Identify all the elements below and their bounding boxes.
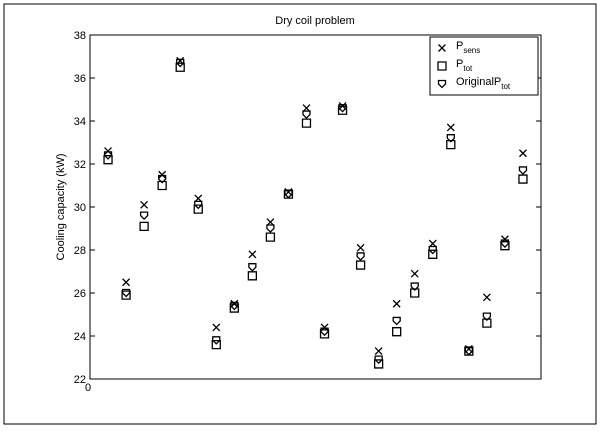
point-shield: [437, 79, 447, 89]
y-tick-label: 30: [74, 202, 86, 214]
point-square: [211, 339, 221, 350]
point-shield: [284, 189, 293, 199]
y-tick-label: 28: [74, 245, 86, 257]
legend-subscript: sens: [463, 46, 480, 55]
chart-title: Dry coil problem: [275, 15, 354, 27]
point-square: [139, 221, 149, 231]
legend-subscript: tot: [501, 82, 511, 91]
point-x: [446, 123, 455, 132]
point-square: [373, 359, 384, 369]
point-shield: [428, 245, 437, 255]
y-axis-label: Cooling capacity (kW): [55, 154, 67, 261]
point-x: [248, 250, 257, 259]
point-x: [122, 278, 131, 287]
point-square: [247, 271, 258, 281]
point-shield: [374, 355, 383, 365]
point-x: [519, 149, 527, 158]
point-shield: [446, 134, 455, 143]
point-square: [193, 204, 203, 214]
point-shield: [338, 103, 347, 113]
point-square: [229, 303, 239, 313]
point-shield: [230, 301, 239, 311]
legend-label: OriginalPtot: [456, 76, 511, 91]
x-tick-label: 0: [85, 382, 91, 394]
point-shield: [320, 327, 329, 337]
point-square: [337, 105, 348, 115]
y-tick-label: 22: [74, 374, 86, 386]
point-square: [437, 61, 447, 71]
y-tick-label: 36: [74, 73, 86, 85]
point-shield: [103, 151, 113, 160]
point-square: [355, 260, 366, 270]
y-tick-label: 32: [74, 159, 86, 171]
point-square: [500, 241, 510, 251]
point-square: [319, 329, 330, 339]
legend-label: Psens: [456, 40, 480, 55]
point-square: [518, 174, 528, 184]
legend-name: P: [456, 58, 463, 70]
point-square: [121, 290, 131, 300]
point-x: [392, 299, 401, 308]
point-shield: [212, 336, 221, 345]
legend-box: [429, 36, 539, 96]
point-x: [158, 170, 167, 179]
point-x: [140, 200, 149, 209]
point-shield: [158, 174, 167, 184]
legend-name: OriginalP: [456, 76, 501, 88]
point-square: [428, 249, 438, 259]
legend-subscript: tot: [463, 64, 473, 73]
point-shield: [194, 200, 203, 210]
legend-name: P: [456, 40, 463, 52]
y-tick-label: 38: [74, 30, 86, 42]
point-shield: [302, 110, 311, 119]
y-tick-label: 34: [74, 116, 86, 128]
point-shield: [176, 58, 185, 68]
point-x: [410, 269, 419, 278]
y-tick-label: 26: [74, 288, 86, 300]
point-shield: [392, 316, 401, 326]
point-shield: [464, 346, 473, 356]
point-shield: [139, 211, 149, 221]
point-square: [265, 232, 276, 242]
point-square: [175, 62, 185, 72]
point-x: [104, 147, 112, 156]
point-shield: [500, 239, 510, 248]
point-shield: [121, 288, 131, 298]
point-shield: [266, 224, 275, 233]
point-x: [212, 323, 221, 332]
point-x: [356, 243, 365, 252]
point-shield: [248, 263, 257, 272]
point-shield: [410, 282, 419, 291]
point-x: [374, 347, 383, 356]
point-x: [482, 293, 491, 302]
point-shield: [482, 312, 492, 322]
point-square: [392, 327, 402, 337]
point-x: [438, 44, 446, 52]
legend-label: Ptot: [456, 58, 473, 73]
point-shield: [356, 252, 365, 261]
point-square: [301, 118, 312, 128]
y-tick-label: 24: [74, 331, 86, 343]
point-shield: [518, 166, 528, 175]
point-square: [103, 155, 113, 165]
